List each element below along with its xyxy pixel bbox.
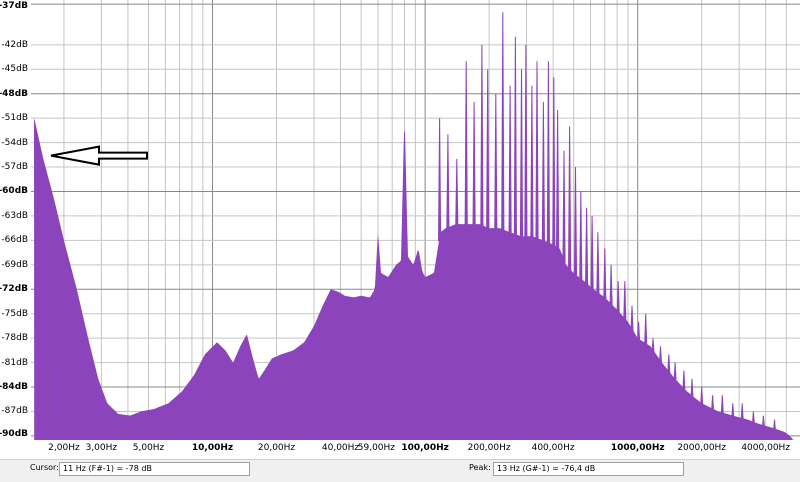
x-tick-label: 2000,00Hz (677, 443, 727, 453)
harmonic-peak (472, 101, 476, 229)
harmonic-peak (644, 313, 648, 348)
y-tick-label: -37dB (0, 1, 28, 11)
harmonic-peak (596, 232, 600, 297)
cursor-readout: 11 Hz (F#-1) = -78 dB (59, 462, 250, 476)
harmonic-peak (480, 44, 484, 230)
peak-readout: 13 Hz (G#-1) = -76,4 dB (493, 462, 684, 476)
status-bar: Cursor: 11 Hz (F#-1) = -78 dB Peak: 13 H… (0, 459, 800, 482)
y-tick-label: -72dB (0, 284, 28, 295)
harmonic-peak (546, 61, 550, 247)
harmonic-peak (673, 362, 677, 383)
harmonic-peak (700, 387, 704, 408)
harmonic-peak (711, 395, 715, 413)
harmonic-peak (573, 167, 578, 279)
y-tick-label: -90dB (0, 429, 28, 439)
harmonic-peak (535, 61, 539, 242)
harmonic-peak (616, 281, 620, 315)
spectrum-area (34, 118, 797, 440)
x-tick-label: 400,00Hz (531, 443, 575, 453)
harmonic-peak (682, 370, 686, 393)
harmonic-peak (720, 395, 724, 417)
x-tick-label: 1000,00Hz (610, 443, 665, 453)
harmonic-peak (568, 126, 572, 273)
x-tick-label: 10,00Hz (191, 443, 234, 453)
harmonic-peak (651, 338, 655, 354)
y-tick-label: -78dB (1, 333, 28, 344)
harmonic-peaks (438, 12, 777, 433)
x-tick-label: 59,00Hz (357, 443, 396, 453)
harmonic-peak (772, 419, 777, 433)
harmonic-peak (446, 134, 450, 232)
y-tick-label: -84dB (0, 382, 28, 393)
y-tick-label: -54dB (1, 137, 28, 148)
y-tick-label: -63dB (1, 210, 28, 221)
y-tick-label: -60dB (0, 186, 28, 197)
harmonic-peak (524, 44, 528, 241)
harmonic-peak (501, 12, 505, 234)
y-tick-label: -48dB (0, 88, 28, 99)
y-tick-label: -57dB (1, 162, 28, 173)
harmonic-peak (761, 415, 765, 430)
harmonic-peak (530, 85, 534, 241)
harmonic-peak (590, 215, 594, 292)
harmonic-peak (513, 36, 517, 239)
harmonic-peak (690, 378, 694, 400)
harmonic-peak (585, 207, 589, 288)
harmonic-peak (637, 321, 641, 343)
y-tick-label: -75dB (1, 308, 28, 319)
harmonic-peak (562, 150, 566, 264)
y-axis: -37dB -42dB -45dB -48dB -51dB -54dB -57dB -60dB… (0, 0, 31, 440)
x-tick-label: 100,00Hz (401, 443, 449, 453)
harmonic-peak (464, 61, 468, 229)
x-tick-label: 20,00Hz (257, 443, 296, 453)
harmonic-peak (603, 248, 607, 302)
harmonic-peak (667, 354, 671, 375)
y-tick-label: -51dB (1, 113, 28, 124)
y-tick-label: -69dB (1, 259, 28, 270)
harmonic-peak (508, 85, 512, 237)
harmonic-peak (731, 403, 735, 420)
x-tick-label: 2,00Hz (48, 443, 80, 453)
harmonic-peak (556, 110, 560, 252)
harmonic-peak (438, 118, 442, 242)
x-axis: 2,00Hz 3,00Hz 5,00Hz 10,00Hz 20,00Hz 40,00Hz 5… (31, 440, 800, 459)
y-tick-label: -81dB (1, 357, 28, 368)
x-tick-label: 200,00Hz (467, 443, 511, 453)
spectrum-plot[interactable] (31, 0, 800, 440)
x-tick-label: 40,00Hz (321, 443, 360, 453)
harmonic-peak (658, 346, 663, 365)
y-tick-label: -66dB (1, 235, 28, 246)
x-tick-label: 3,00Hz (85, 443, 118, 453)
harmonic-peak (552, 77, 556, 249)
harmonic-peak (623, 281, 627, 323)
cursor-label: Cursor: (30, 463, 59, 472)
y-tick-label: -45dB (1, 64, 28, 75)
annotation-arrow (50, 145, 148, 166)
harmonic-peak (455, 158, 459, 229)
harmonic-peak (541, 101, 545, 245)
harmonic-peak (740, 403, 744, 423)
spectrum-svg[interactable] (31, 0, 800, 440)
harmonic-peak (609, 264, 613, 308)
y-tick-label: -87dB (1, 406, 28, 417)
harmonic-peak (519, 69, 524, 241)
harmonic-peak (486, 69, 490, 232)
y-tick-label: -42dB (1, 39, 28, 50)
harmonic-peak (751, 411, 755, 426)
x-tick-label: 4000,00Hz (741, 443, 791, 453)
harmonic-peak (579, 191, 583, 283)
harmonic-peak (630, 305, 634, 333)
peak-label: Peak: (469, 463, 491, 472)
harmonic-peak (494, 93, 498, 233)
x-tick-label: 5,00Hz (132, 443, 165, 453)
